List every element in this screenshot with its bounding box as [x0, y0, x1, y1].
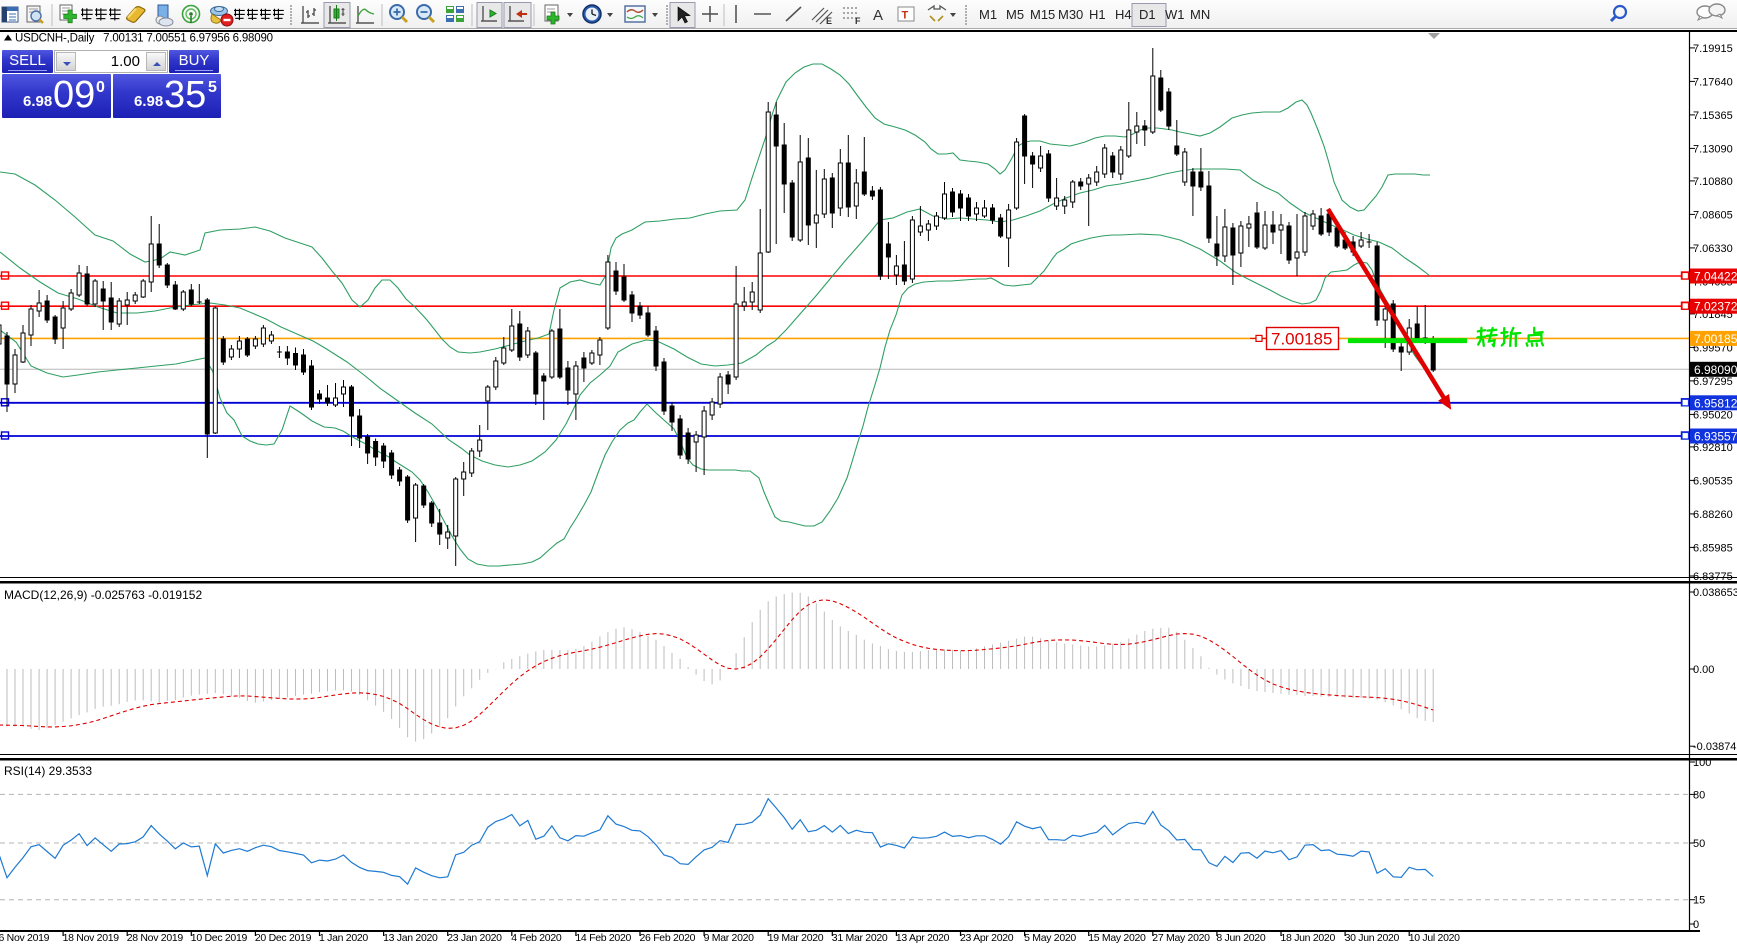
- svg-text:A: A: [873, 7, 883, 24]
- svg-text:6.85985: 6.85985: [1693, 542, 1733, 554]
- svg-text:13 Apr 2020: 13 Apr 2020: [896, 932, 950, 944]
- svg-text:7.17640: 7.17640: [1693, 76, 1733, 88]
- svg-text:MACD(12,26,9) -0.025763 -0.019: MACD(12,26,9) -0.025763 -0.019152: [4, 588, 202, 602]
- svg-text:7.13090: 7.13090: [1693, 143, 1733, 155]
- svg-text:50: 50: [1693, 838, 1705, 850]
- svg-text:13 Jan 2020: 13 Jan 2020: [383, 932, 438, 944]
- svg-text:H4: H4: [1115, 7, 1132, 22]
- svg-text:D1: D1: [1139, 7, 1156, 22]
- svg-text:23 Apr 2020: 23 Apr 2020: [960, 932, 1014, 944]
- svg-text:7.10880: 7.10880: [1693, 176, 1733, 188]
- svg-text:F: F: [855, 16, 861, 26]
- svg-text:23 Jan 2020: 23 Jan 2020: [447, 932, 502, 944]
- svg-text:20 Dec 2019: 20 Dec 2019: [255, 932, 312, 944]
- svg-text:8 Jun 2020: 8 Jun 2020: [1216, 932, 1265, 944]
- svg-text:6.95812: 6.95812: [1694, 396, 1737, 410]
- svg-text:19 Mar 2020: 19 Mar 2020: [768, 932, 824, 944]
- svg-text:1 Jan 2020: 1 Jan 2020: [319, 932, 368, 944]
- svg-text:7.15365: 7.15365: [1693, 110, 1733, 122]
- svg-text:7.08605: 7.08605: [1693, 209, 1733, 221]
- svg-text:6.98090: 6.98090: [1694, 363, 1737, 377]
- svg-text:6.90535: 6.90535: [1693, 475, 1733, 487]
- svg-text:T: T: [902, 10, 909, 22]
- svg-text:6.97295: 6.97295: [1693, 376, 1733, 388]
- svg-text:0.00: 0.00: [1693, 664, 1714, 676]
- svg-text:7.02372: 7.02372: [1694, 300, 1737, 314]
- svg-text:M30: M30: [1058, 7, 1083, 22]
- svg-text:10 Jul 2020: 10 Jul 2020: [1409, 932, 1460, 944]
- svg-text:4 Feb 2020: 4 Feb 2020: [511, 932, 562, 944]
- svg-text:7.00185: 7.00185: [1694, 332, 1737, 346]
- svg-text:H1: H1: [1089, 7, 1106, 22]
- svg-text:10 Dec 2019: 10 Dec 2019: [191, 932, 248, 944]
- svg-text:M1: M1: [979, 7, 997, 22]
- svg-text:MN: MN: [1190, 7, 1210, 22]
- svg-text:-0.038745: -0.038745: [1693, 741, 1737, 753]
- svg-text:6.88260: 6.88260: [1693, 509, 1733, 521]
- svg-text:W1: W1: [1165, 7, 1185, 22]
- svg-text:7.00185: 7.00185: [1271, 330, 1332, 349]
- svg-text:7.04422: 7.04422: [1694, 270, 1737, 284]
- svg-text:18 Jun 2020: 18 Jun 2020: [1281, 932, 1336, 944]
- svg-text:0.038653: 0.038653: [1693, 587, 1737, 599]
- svg-text:30 Jun 2020: 30 Jun 2020: [1345, 932, 1400, 944]
- svg-text:31 Mar 2020: 31 Mar 2020: [832, 932, 888, 944]
- svg-text:18 Nov 2019: 18 Nov 2019: [63, 932, 120, 944]
- svg-text:6.93557: 6.93557: [1694, 430, 1737, 444]
- svg-text:6.95020: 6.95020: [1693, 409, 1733, 421]
- svg-text:0: 0: [1693, 919, 1699, 931]
- svg-text:28 Nov 2019: 28 Nov 2019: [127, 932, 184, 944]
- svg-text:15 May 2020: 15 May 2020: [1088, 932, 1146, 944]
- svg-text:7.06330: 7.06330: [1693, 243, 1733, 255]
- svg-text:USDCNH-,Daily 7.00131 7.0055: USDCNH-,Daily 7.00131 7.00551 6.97956 6.…: [15, 33, 273, 45]
- svg-text:27 May 2020: 27 May 2020: [1152, 932, 1210, 944]
- svg-text:5 May 2020: 5 May 2020: [1024, 932, 1076, 944]
- svg-text:6 Nov 2019: 6 Nov 2019: [0, 932, 50, 944]
- svg-text:RSI(14) 29.3533: RSI(14) 29.3533: [4, 764, 92, 778]
- svg-text:26 Feb 2020: 26 Feb 2020: [640, 932, 696, 944]
- svg-text:15: 15: [1693, 895, 1705, 907]
- svg-text:M5: M5: [1006, 7, 1024, 22]
- svg-text:9 Mar 2020: 9 Mar 2020: [704, 932, 755, 944]
- svg-text:14 Feb 2020: 14 Feb 2020: [575, 932, 631, 944]
- svg-text:6.92810: 6.92810: [1693, 442, 1733, 454]
- svg-text:100: 100: [1693, 757, 1711, 769]
- svg-text:80: 80: [1693, 789, 1705, 801]
- svg-text:M15: M15: [1030, 7, 1055, 22]
- svg-text:E: E: [826, 16, 832, 26]
- svg-text:7.19915: 7.19915: [1693, 43, 1733, 55]
